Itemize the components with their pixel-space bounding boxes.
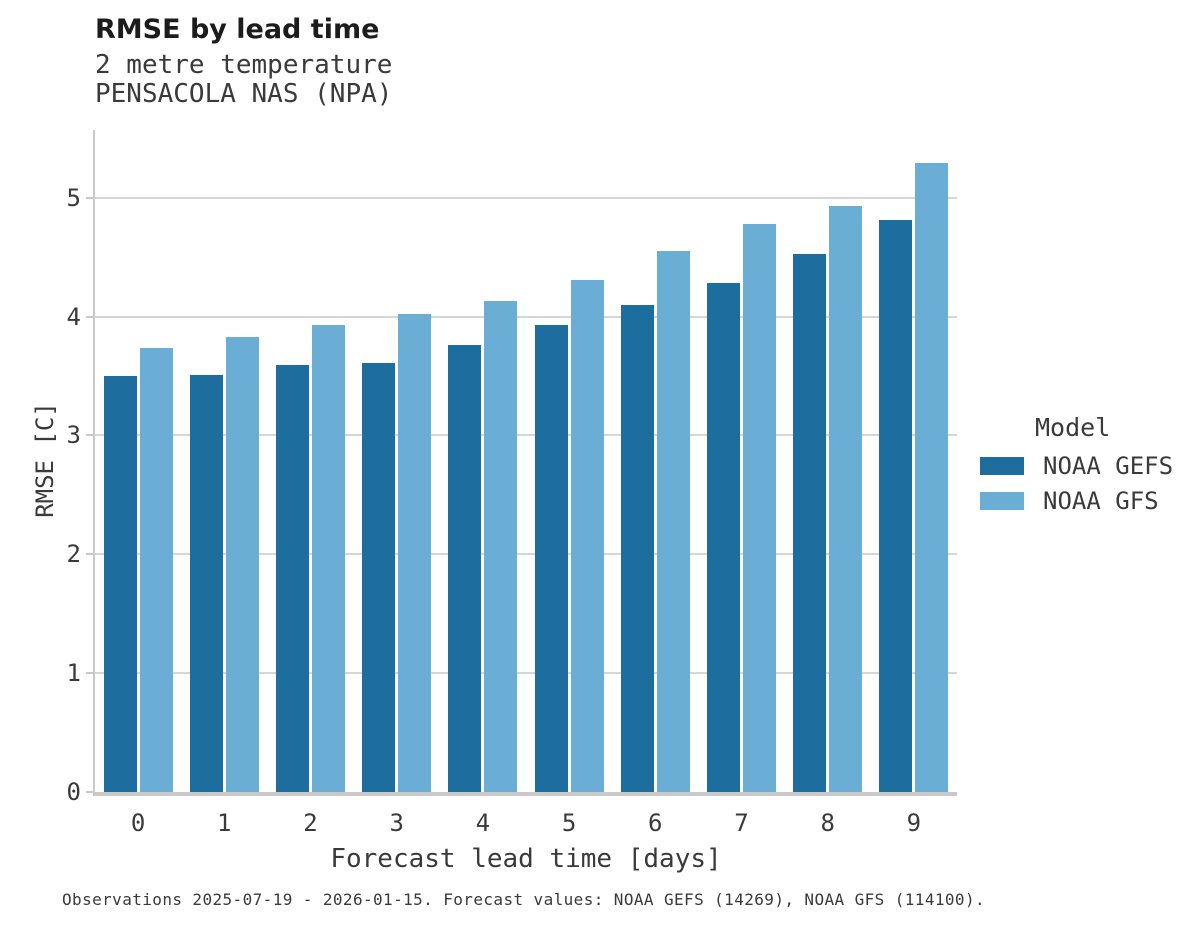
legend-swatch-noaa-gefs bbox=[980, 457, 1024, 475]
y-tick-label-4: 4 bbox=[66, 302, 81, 331]
chart-subtitle-line-1: 2 metre temperature bbox=[95, 50, 393, 80]
y-tick-label-1: 1 bbox=[66, 659, 81, 688]
x-axis-spine bbox=[93, 792, 957, 796]
legend-item-noaa-gefs: NOAA GEFS bbox=[980, 452, 1174, 480]
bar-noaa-gefs-2 bbox=[275, 365, 309, 792]
plot-area: Forecast lead time [days] 0 1 2 3 4 5 0 1 2 3 4 5 6 7… bbox=[67, 130, 957, 874]
y-tick-mark-4 bbox=[86, 315, 93, 318]
y-tick-mark-3 bbox=[86, 434, 93, 437]
bar-noaa-gfs-5 bbox=[570, 279, 604, 792]
bar-noaa-gfs-4 bbox=[484, 301, 518, 792]
x-tick-label-1: 1 bbox=[217, 809, 232, 837]
bar-noaa-gefs-5 bbox=[534, 324, 568, 792]
legend: Model NOAA GEFS NOAA GFS bbox=[980, 412, 1173, 523]
bar-group-1 bbox=[181, 130, 267, 792]
bar-noaa-gfs-6 bbox=[656, 251, 690, 792]
gridline-3 bbox=[95, 434, 957, 437]
y-axis-title: RMSE [C] bbox=[31, 402, 59, 518]
bar-noaa-gfs-9 bbox=[915, 163, 949, 792]
chart-header: RMSE by lead time 2 metre temperature PE… bbox=[95, 13, 392, 109]
x-tick-label-4: 4 bbox=[475, 809, 491, 837]
gridline-4 bbox=[95, 315, 957, 318]
x-tick-label-9: 9 bbox=[906, 809, 922, 837]
bar-noaa-gfs-2 bbox=[311, 324, 345, 792]
x-tick-label-0: 0 bbox=[130, 809, 146, 837]
y-tick-mark-2 bbox=[86, 553, 93, 556]
x-tick-label-8: 8 bbox=[820, 809, 835, 837]
x-tick-label-7: 7 bbox=[734, 809, 749, 837]
bar-noaa-gefs-6 bbox=[620, 304, 654, 792]
legend-label-noaa-gefs: NOAA GEFS bbox=[1043, 452, 1174, 480]
bar-noaa-gefs-7 bbox=[706, 283, 740, 792]
chart-caption: Observations 2025-07-19 - 2026-01-15. Fo… bbox=[62, 890, 986, 909]
bar-noaa-gfs-3 bbox=[398, 314, 432, 792]
bar-noaa-gefs-8 bbox=[793, 253, 827, 792]
x-tick-label-5: 5 bbox=[561, 809, 577, 837]
chart-subtitle-line-2: PENSACOLA NAS (NPA) bbox=[95, 79, 393, 109]
bar-noaa-gfs-1 bbox=[225, 336, 259, 792]
bar-group-4 bbox=[440, 130, 526, 792]
bar-noaa-gefs-4 bbox=[448, 345, 482, 792]
bar-group-6 bbox=[612, 130, 698, 792]
legend-label-noaa-gfs: NOAA GFS bbox=[1043, 487, 1159, 515]
chart-subtitle: 2 metre temperature PENSACOLA NAS (NPA) bbox=[95, 51, 392, 109]
bar-noaa-gfs-0 bbox=[139, 347, 173, 792]
y-tick-label-5: 5 bbox=[66, 183, 81, 212]
y-tick-mark-1 bbox=[86, 672, 93, 675]
y-tick-label-0: 0 bbox=[66, 778, 81, 806]
bar-noaa-gfs-8 bbox=[829, 206, 863, 792]
bar-group-8 bbox=[785, 130, 871, 792]
bar-group-5 bbox=[526, 130, 612, 792]
y-tick-label-3: 3 bbox=[66, 421, 81, 450]
legend-title: Model bbox=[1035, 413, 1111, 442]
gridline-2 bbox=[95, 553, 957, 556]
bar-group-7 bbox=[698, 130, 784, 792]
x-axis-title: Forecast lead time [days] bbox=[330, 844, 722, 874]
gridline-5 bbox=[95, 196, 957, 199]
bar-noaa-gefs-3 bbox=[362, 362, 396, 792]
bar-noaa-gfs-7 bbox=[742, 223, 776, 792]
y-axis-spine bbox=[93, 130, 95, 794]
bar-group-0 bbox=[95, 130, 181, 792]
legend-swatch-noaa-gfs bbox=[980, 492, 1024, 510]
bar-group-9 bbox=[871, 130, 957, 792]
y-tick-label-2: 2 bbox=[66, 540, 81, 569]
chart-title: RMSE by lead time bbox=[95, 14, 380, 45]
bar-noaa-gefs-9 bbox=[879, 220, 913, 792]
legend-items: NOAA GEFS NOAA GFS bbox=[980, 452, 1174, 515]
x-tick-label-2: 2 bbox=[303, 809, 318, 837]
gridline-1 bbox=[95, 672, 957, 675]
x-tick-label-6: 6 bbox=[648, 809, 663, 837]
bar-noaa-gefs-0 bbox=[103, 376, 137, 792]
bar-group-2 bbox=[267, 130, 353, 792]
y-tick-mark-0 bbox=[86, 791, 93, 793]
x-tick-label-3: 3 bbox=[389, 809, 404, 837]
bar-group-3 bbox=[354, 130, 440, 792]
y-tick-mark-5 bbox=[86, 196, 93, 199]
legend-item-noaa-gfs: NOAA GFS bbox=[980, 487, 1173, 515]
bar-noaa-gefs-1 bbox=[189, 374, 223, 792]
